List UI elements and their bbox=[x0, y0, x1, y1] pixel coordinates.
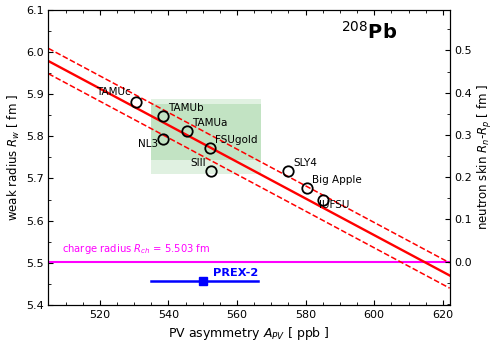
Y-axis label: neutron skin $R_n$-$R_p$ [ fm ]: neutron skin $R_n$-$R_p$ [ fm ] bbox=[476, 84, 494, 230]
Text: SLY4: SLY4 bbox=[294, 158, 318, 168]
Text: PREX-2: PREX-2 bbox=[213, 268, 258, 278]
Text: IUFSU: IUFSU bbox=[320, 200, 350, 211]
Text: Big Apple: Big Apple bbox=[312, 175, 362, 185]
Bar bbox=[152, 104, 261, 160]
X-axis label: PV asymmetry $A_{PV}$ [ ppb ]: PV asymmetry $A_{PV}$ [ ppb ] bbox=[168, 325, 330, 342]
Text: charge radius $R_{ch}$ = 5.503 fm: charge radius $R_{ch}$ = 5.503 fm bbox=[62, 242, 210, 256]
Text: TAMUa: TAMUa bbox=[192, 118, 228, 128]
Text: TAMUc: TAMUc bbox=[96, 87, 130, 97]
Text: TAMUb: TAMUb bbox=[168, 103, 204, 113]
Y-axis label: weak radius $R_w$ [ fm ]: weak radius $R_w$ [ fm ] bbox=[6, 94, 22, 221]
Text: NL3: NL3 bbox=[138, 139, 158, 149]
Text: SIII: SIII bbox=[190, 158, 206, 168]
Text: FSUgold: FSUgold bbox=[215, 135, 258, 145]
Text: $^{208}$Pb: $^{208}$Pb bbox=[342, 21, 398, 43]
Bar bbox=[152, 99, 261, 174]
